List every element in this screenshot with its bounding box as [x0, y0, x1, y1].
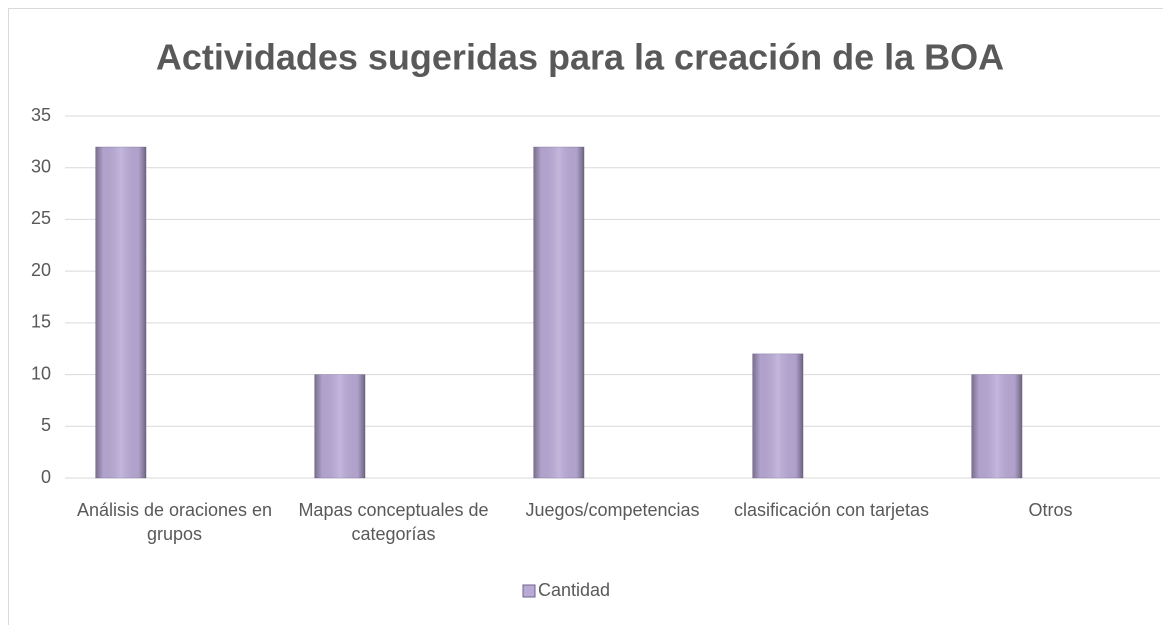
- bar: [752, 353, 804, 479]
- y-tick-label: 30: [31, 156, 51, 176]
- y-tick-label: 25: [31, 208, 51, 228]
- bar: [533, 146, 585, 479]
- y-tick-label: 5: [41, 415, 51, 435]
- y-tick-label: 0: [41, 467, 51, 487]
- bar: [971, 374, 1023, 479]
- x-tick-label: clasificación con tarjetas: [733, 500, 930, 520]
- x-tick-label: Mapas conceptuales de categorías: [298, 500, 489, 544]
- x-tick-label: Juegos/competencias: [525, 500, 700, 520]
- y-tick-label: 20: [31, 260, 51, 280]
- y-tick-label: 10: [31, 363, 51, 383]
- bar: [314, 374, 366, 479]
- x-tick-label: Otros: [1028, 500, 1073, 520]
- chart-border: [8, 8, 1163, 625]
- chart-title: Actividades sugeridas para la creación d…: [156, 37, 1004, 78]
- bar: [95, 146, 147, 479]
- y-tick-label: 15: [31, 312, 51, 332]
- legend-marker: [522, 584, 536, 598]
- legend-label: Cantidad: [538, 580, 610, 600]
- x-tick-label: Análisis de oraciones en grupos: [76, 500, 273, 544]
- y-tick-label: 35: [31, 105, 51, 125]
